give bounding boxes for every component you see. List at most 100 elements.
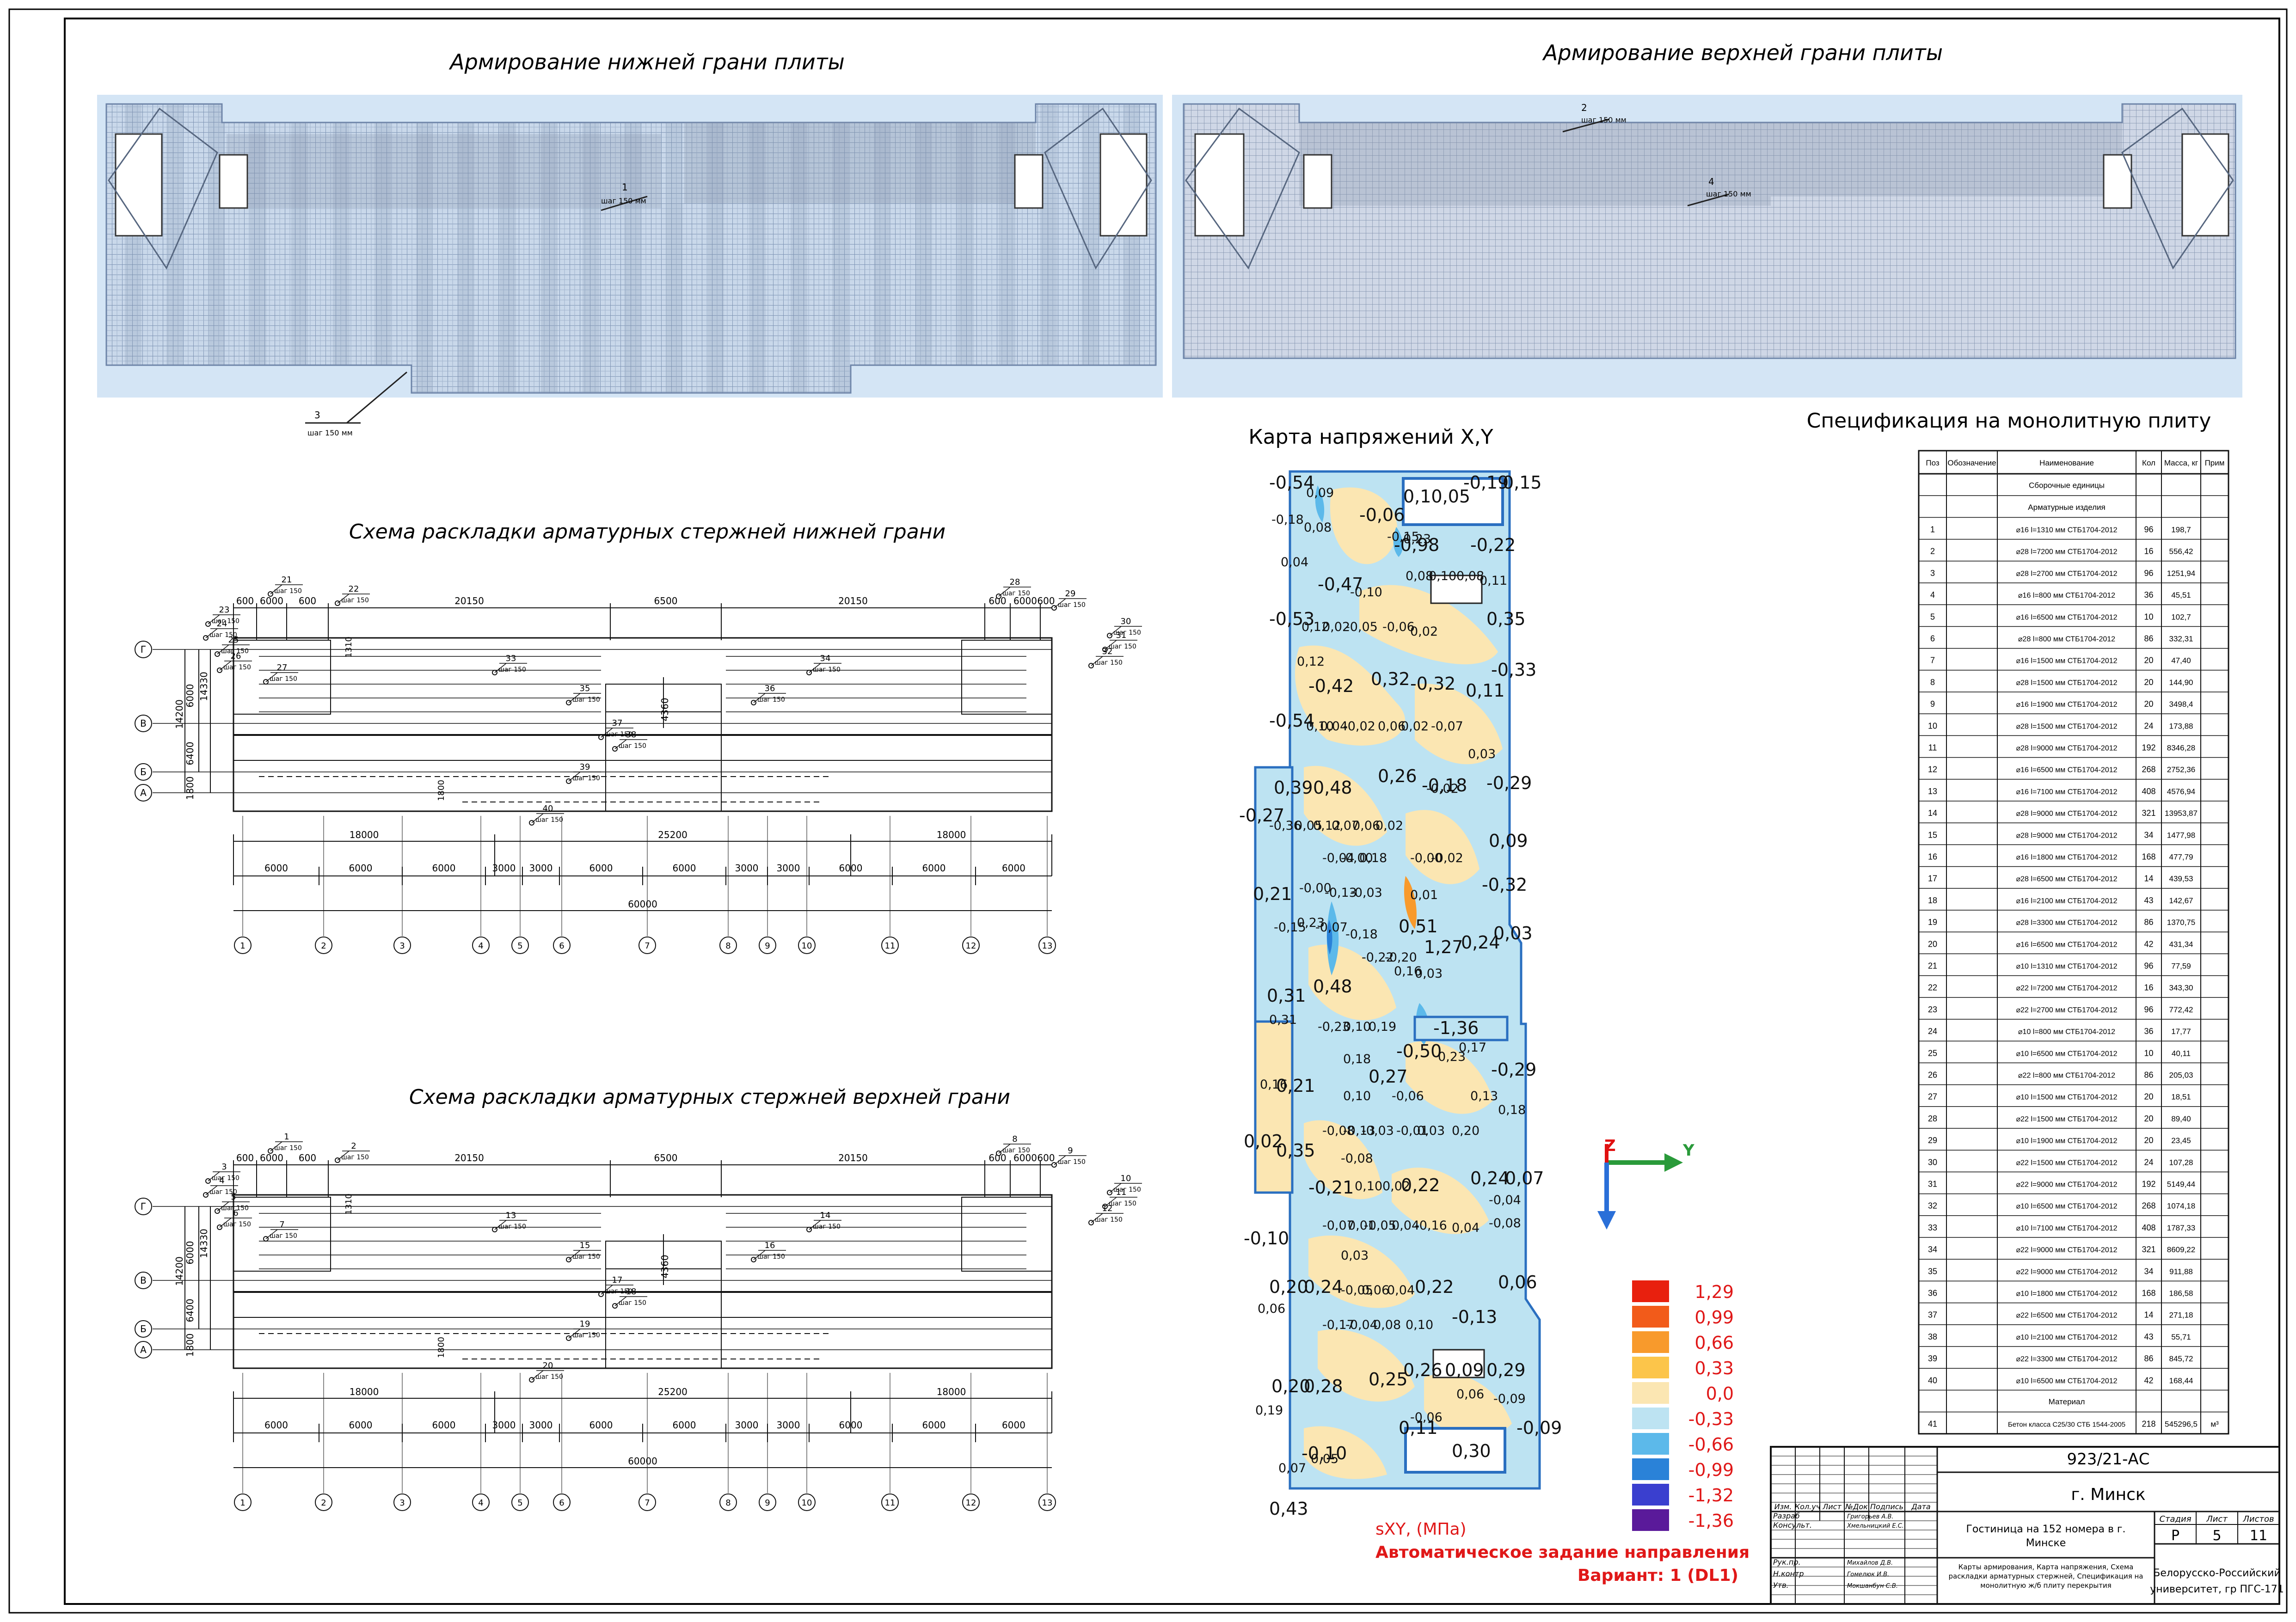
spec-qty: 43 (2144, 1332, 2153, 1341)
spec-qty: 168 (2142, 1288, 2155, 1298)
stress-value-small: 0,05 (1311, 1452, 1338, 1466)
stress-value-large: 0,07 (1505, 1168, 1544, 1188)
sheet-head: Лист (2206, 1514, 2228, 1524)
stress-value-large: -0,32 (1410, 673, 1455, 694)
rebar-position: 10 (1121, 1174, 1131, 1183)
spec-mass: 55,71 (2171, 1333, 2191, 1341)
spec-mass: 911,88 (2169, 1267, 2193, 1276)
spec-mass: 343,30 (2169, 984, 2193, 992)
spec-mass: 772,42 (2169, 1005, 2193, 1014)
scheme-dim: 6000 (432, 863, 456, 874)
callout-1-step: шаг 150 мм (601, 196, 646, 205)
specification-table: Поз Обозначение Наименование Кол Масса, кг Пр… (1918, 450, 2229, 1435)
axis-letter: Б (140, 1323, 147, 1334)
spec-pos: 23 (1928, 1005, 1937, 1014)
stress-value-large: -0,09 (1516, 1418, 1562, 1438)
scheme-dim: 20150 (838, 595, 868, 606)
scheme-dim: 6000 (839, 863, 863, 874)
rebar-step: шаг 150 (572, 775, 600, 782)
stress-value-small: 0,04 (1387, 1283, 1415, 1298)
legend-swatch (1632, 1408, 1669, 1429)
rebar-step: шаг 150 (221, 648, 249, 655)
stress-value-large: -0,19 (1463, 472, 1509, 493)
title-bottom-reinforcement: Армирование нижней грани плиты (448, 49, 845, 74)
legend-swatch (1632, 1458, 1669, 1480)
side-dim: 14330 (198, 672, 209, 701)
stress-value-small: 0,17 (1459, 1041, 1486, 1055)
spec-pos: 38 (1928, 1332, 1937, 1341)
stress-value-large: -0,06 (1359, 505, 1405, 525)
axis-number: 12 (966, 1498, 976, 1508)
inner-frame (64, 18, 2280, 1605)
object-name: Гостиница на 152 номера в г. (1966, 1524, 2126, 1535)
side-dim: 1310 (344, 1194, 354, 1215)
stress-value-small: -0,18 (1345, 927, 1378, 942)
stress-value-small: -0,07 (1322, 1218, 1355, 1233)
stress-value-small: -0,02 (1431, 851, 1463, 865)
stress-value-small: -0,17 (1322, 1318, 1355, 1332)
spec-header: Наименование (2039, 459, 2094, 467)
legend-swatch (1632, 1484, 1669, 1506)
outer-frame (8, 8, 2288, 1614)
axis-number: 2 (321, 941, 326, 951)
stress-value-small: -0,23 (1318, 1020, 1350, 1034)
rebar-step: шаг 150 (605, 1288, 632, 1295)
spec-name: ⌀22 l=9000 мм СТБ1704-2012 (2016, 1181, 2117, 1188)
rebar-position: 2 (351, 1141, 356, 1151)
stress-value-small: 0,08 (1304, 520, 1332, 535)
spec-mass: 431,34 (2169, 940, 2193, 949)
spec-mass: 102,7 (2171, 612, 2191, 621)
axis-number: 10 (802, 941, 812, 951)
stress-value-small: -0,09 (1493, 1392, 1526, 1406)
spec-mass: 1074,18 (2167, 1202, 2195, 1211)
spec-qty: 43 (2144, 896, 2153, 905)
stress-value-small: -0,02 (1426, 782, 1459, 796)
stage-head: Стадия (2159, 1514, 2191, 1524)
spec-pos: 9 (1930, 699, 1935, 709)
scheme-dim: 6000 (922, 1420, 946, 1431)
spec-qty: 20 (2144, 699, 2153, 709)
stress-value-large: 0,10,05 (1403, 486, 1470, 507)
spec-qty: 36 (2144, 590, 2153, 600)
scheme-dim: 3000 (735, 863, 759, 874)
rebar-step: шаг 150 (1113, 1186, 1141, 1194)
spec-pos: 39 (1928, 1354, 1937, 1363)
side-dim: 6000 (184, 1241, 196, 1265)
stress-value-small: -0,05 (1341, 1283, 1373, 1298)
scheme-dim: 6000 (1002, 863, 1025, 874)
rebar-step: шаг 150 (1109, 643, 1136, 650)
stress-value-small: -0,16 (1415, 1218, 1447, 1233)
stress-value-large: -0,13 (1452, 1307, 1497, 1327)
stress-value-large: -0,47 (1318, 574, 1363, 594)
stress-value-small: -0,04 (1489, 1193, 1521, 1207)
scheme-dim: 20150 (454, 1152, 484, 1163)
spec-name: ⌀10 l=7100 мм СТБ1704-2012 (2016, 1224, 2117, 1232)
stress-value-small: -0,04 (1345, 1318, 1378, 1332)
stress-value-large: 0,11 (1466, 680, 1505, 701)
legend-value: 1,29 (1694, 1282, 1734, 1302)
stress-value-small: 0,18 (1343, 1052, 1371, 1066)
stress-value-large: 0,11 (1399, 1418, 1438, 1438)
scheme-dim: 6000 (349, 863, 373, 874)
stress-value-small: -0,05 (1364, 1218, 1396, 1233)
spec-pos: 8 (1930, 678, 1935, 687)
spec-name: ⌀22 l=7200 мм СТБ1704-2012 (2016, 985, 2117, 992)
rebar-position: 7 (279, 1220, 284, 1230)
scheme-dim: 3000 (735, 1420, 759, 1431)
spec-pos: 6 (1930, 634, 1935, 643)
stamp-head: Изм. (1774, 1502, 1792, 1511)
spec-qty: 96 (2144, 1005, 2153, 1014)
spec-qty: 192 (2142, 1179, 2155, 1188)
stress-value-small: -0,22 (1362, 950, 1394, 965)
spec-name: ⌀10 l=1310 мм СТБ1704-2012 (2016, 962, 2117, 970)
spec-qty: 268 (2142, 765, 2155, 774)
spec-mass: 89,40 (2171, 1114, 2191, 1123)
stress-value-large: 0,25 (1369, 1369, 1408, 1389)
spec-qty: 42 (2144, 939, 2153, 949)
scheme-dim: 18000 (937, 1386, 966, 1397)
stress-value-small: -0,06 (1392, 1089, 1424, 1103)
stress-value-small: 0,23 (1297, 916, 1325, 930)
rebar-position: 37 (612, 718, 623, 728)
stamp-role: Утв. (1773, 1581, 1789, 1590)
